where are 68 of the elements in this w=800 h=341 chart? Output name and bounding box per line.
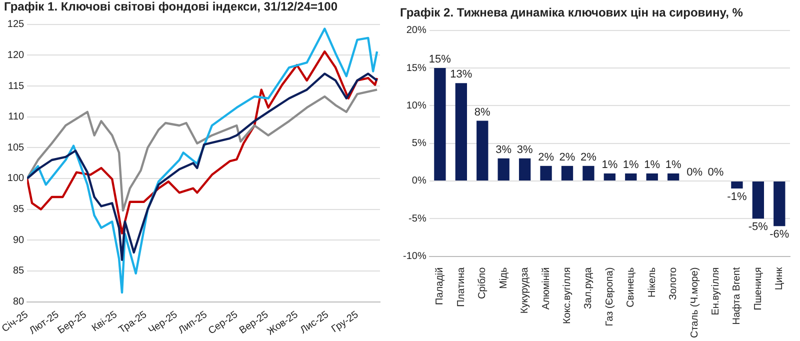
data-label: 1% [644,158,660,171]
data-label: 13% [450,68,472,81]
y-tick-label: 85 [12,266,25,277]
data-label: 2% [559,151,576,164]
bar [604,173,616,180]
bar [540,166,552,180]
x-tick-label: Срібло [477,266,488,300]
y-tick-label: 20% [406,25,426,36]
x-tick-label: Нікель [646,267,658,298]
x-tick-label: Золото [668,266,680,300]
x-tick-label: Зал.руда [583,266,594,309]
data-label: 0% [708,166,724,179]
data-label: 2% [580,151,597,164]
data-label: 0% [686,166,703,179]
bar [561,166,574,180]
x-tick-label: Кукурудза [520,266,531,314]
y-tick-label: -5% [408,213,426,224]
y-tick-label: -10% [402,251,426,262]
bar [582,166,594,180]
x-tick-label: Сталь (Ч.море) [689,267,700,338]
chart-title: Графік 1. Ключові світові фондові індекси, 31/12/24=100 [4,0,338,14]
bar [476,120,488,180]
bar [498,158,510,180]
y-tick-label: 90 [12,234,25,246]
y-tick-label: 100 [7,173,25,184]
data-label: 2% [538,151,554,164]
bar [731,181,743,189]
x-tick-label: Паладій [434,267,446,306]
y-tick-label: 95 [12,204,25,216]
y-tick-label: 125 [7,19,25,30]
x-tick-label: Нафта Brent [732,267,743,325]
bar [752,181,764,219]
bar [667,173,680,180]
x-tick-label: Цинк [774,266,786,290]
y-tick-label: 5% [412,138,426,150]
x-tick-label: Мідь [498,267,510,289]
bar [518,158,531,180]
y-tick-label: 0% [412,176,426,187]
y-tick-label: 115 [8,80,25,92]
x-tick-label: Пшениця [752,267,764,310]
data-label: 8% [474,106,491,118]
chart-title: Графік 2. Тижнева динаміка ключових цін на сировину, % [400,6,744,20]
x-tick-label: Алюміній [540,267,552,310]
y-tick-label: 110 [8,112,25,123]
data-label: 15% [428,54,452,66]
data-label: -1% [727,191,747,204]
y-tick-label: 105 [7,142,25,154]
x-tick-label: Ен.вугілля [710,267,722,316]
data-label: 1% [602,158,618,171]
data-label: 3% [496,144,512,156]
bar [434,68,446,180]
y-tick-label: 10% [406,100,426,112]
x-tick-label: Кокс.вугілля [562,267,573,324]
bar [646,173,658,180]
data-label: -5% [748,221,768,234]
data-label: 1% [665,158,682,171]
y-tick-label: 120 [7,50,25,61]
x-tick-label: Газ (Європа) [604,267,616,326]
bar [455,83,467,180]
bar [774,181,786,226]
y-tick-label: 80 [12,296,25,308]
x-tick-label: Свинець [626,267,637,308]
x-tick-label: Платина [456,266,467,307]
y-tick-label: 15% [406,62,426,74]
data-label: 3% [516,144,533,156]
bar [625,173,637,180]
data-label: -6% [770,228,790,241]
data-label: 1% [622,158,640,171]
